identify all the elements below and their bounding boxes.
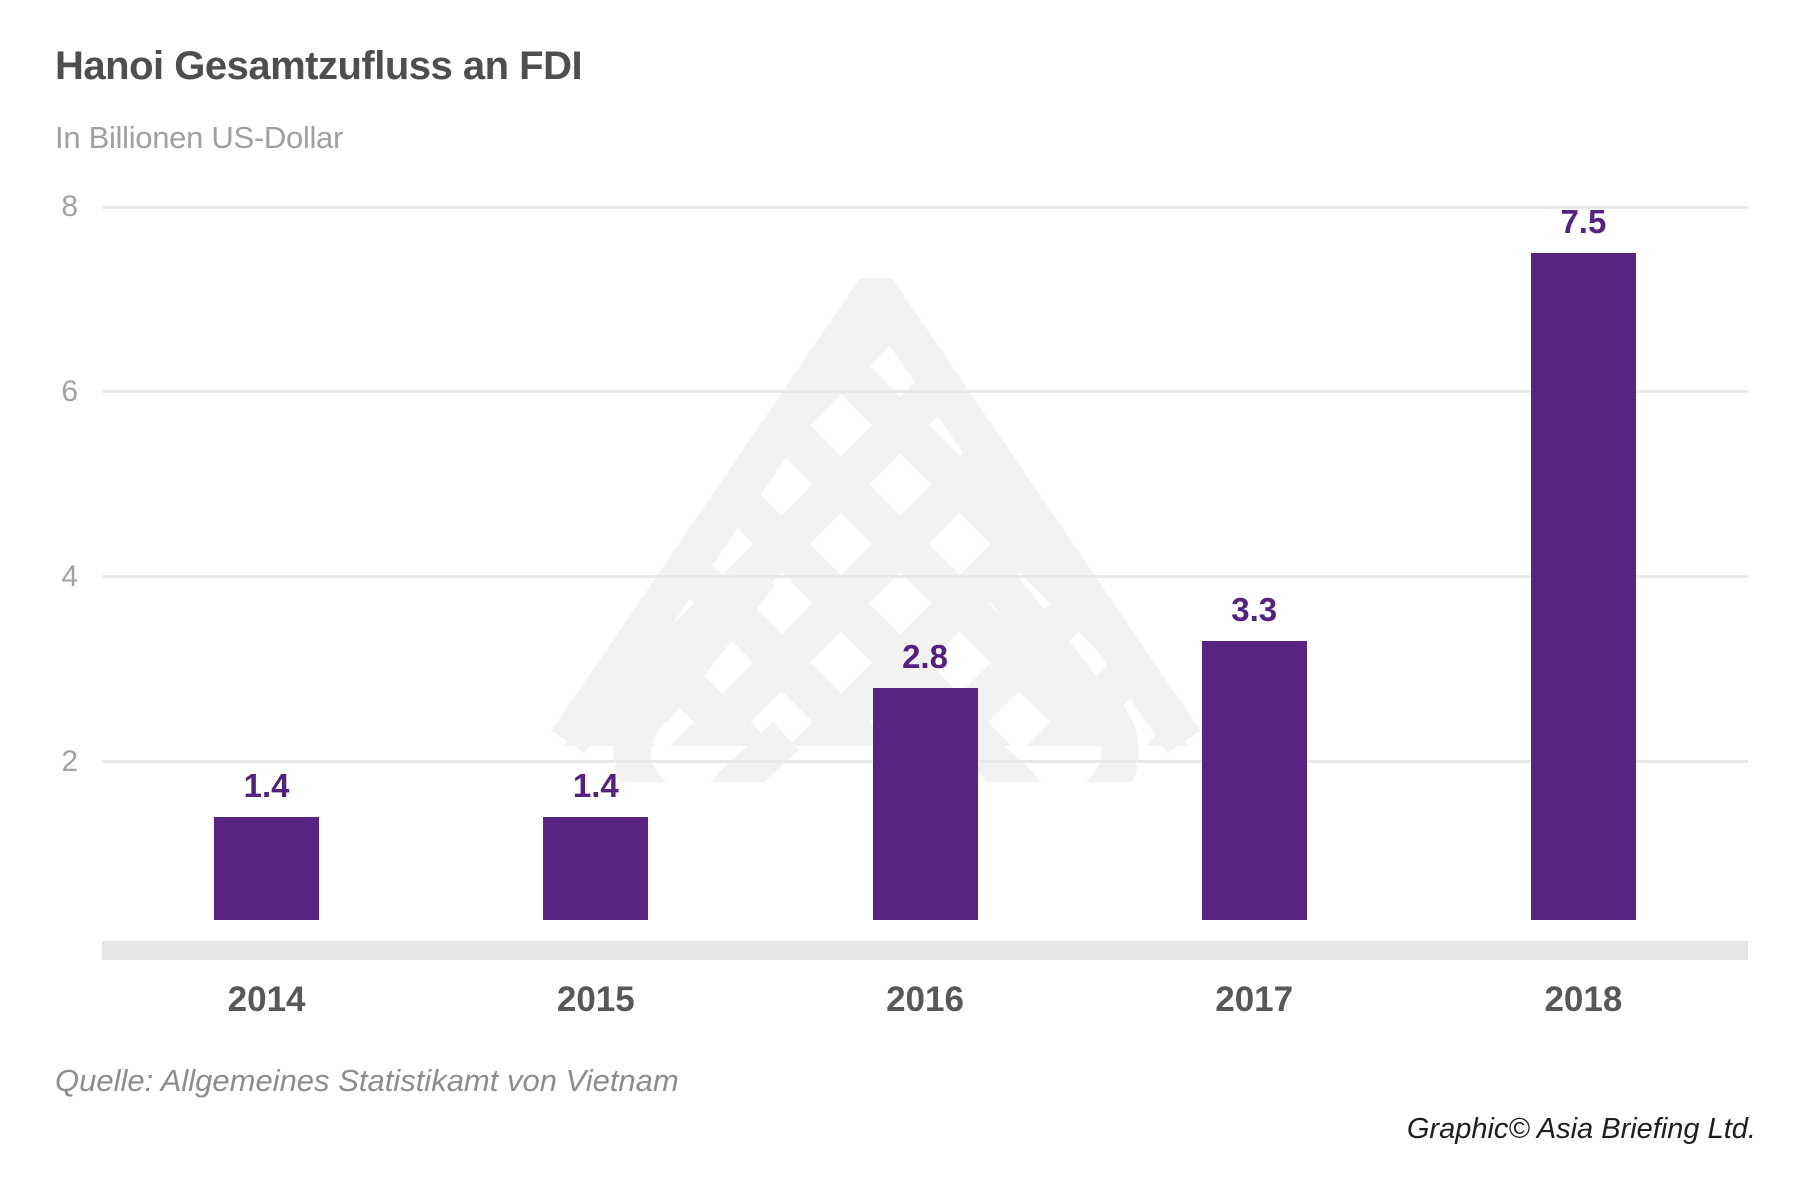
x-axis-label-2017: 2017 — [1215, 980, 1294, 1019]
bar-value-label-2015: 1.4 — [572, 767, 619, 805]
x-axis-label-2014: 2014 — [227, 980, 306, 1019]
gridline-6 — [102, 390, 1748, 394]
credit-note: Graphic© Asia Briefing Ltd. — [1406, 1113, 1756, 1145]
bar-value-label-2014: 1.4 — [243, 767, 290, 805]
gridline-8 — [102, 205, 1748, 209]
chart-title: Hanoi Gesamtzufluss an FDI — [55, 44, 583, 88]
bar-value-label-2016: 2.8 — [902, 637, 948, 675]
y-tick-label-8: 8 — [61, 190, 78, 224]
source-note: Quelle: Allgemeines Statistikamt von Vie… — [55, 1063, 679, 1098]
bar-2014 — [214, 817, 320, 920]
asia-briefing-logo-watermark — [551, 278, 1201, 782]
bar-2016 — [872, 687, 978, 920]
bar-value-label-2017: 3.3 — [1231, 591, 1278, 629]
x-axis-baseline — [102, 941, 1748, 960]
x-axis-label-2015: 2015 — [556, 980, 635, 1019]
x-axis-label-2018: 2018 — [1544, 980, 1623, 1019]
y-tick-label-6: 6 — [61, 374, 78, 408]
chart-subtitle: In Billionen US-Dollar — [55, 120, 344, 155]
gridline-4 — [102, 575, 1748, 579]
bar-2018 — [1530, 253, 1636, 920]
bar-2017 — [1201, 641, 1307, 920]
y-tick-label-4: 4 — [61, 559, 78, 593]
bar-value-label-2018: 7.5 — [1560, 203, 1607, 241]
bar-2015 — [543, 817, 649, 920]
x-axis-label-2016: 2016 — [886, 980, 964, 1019]
y-tick-label-2: 2 — [61, 744, 78, 778]
